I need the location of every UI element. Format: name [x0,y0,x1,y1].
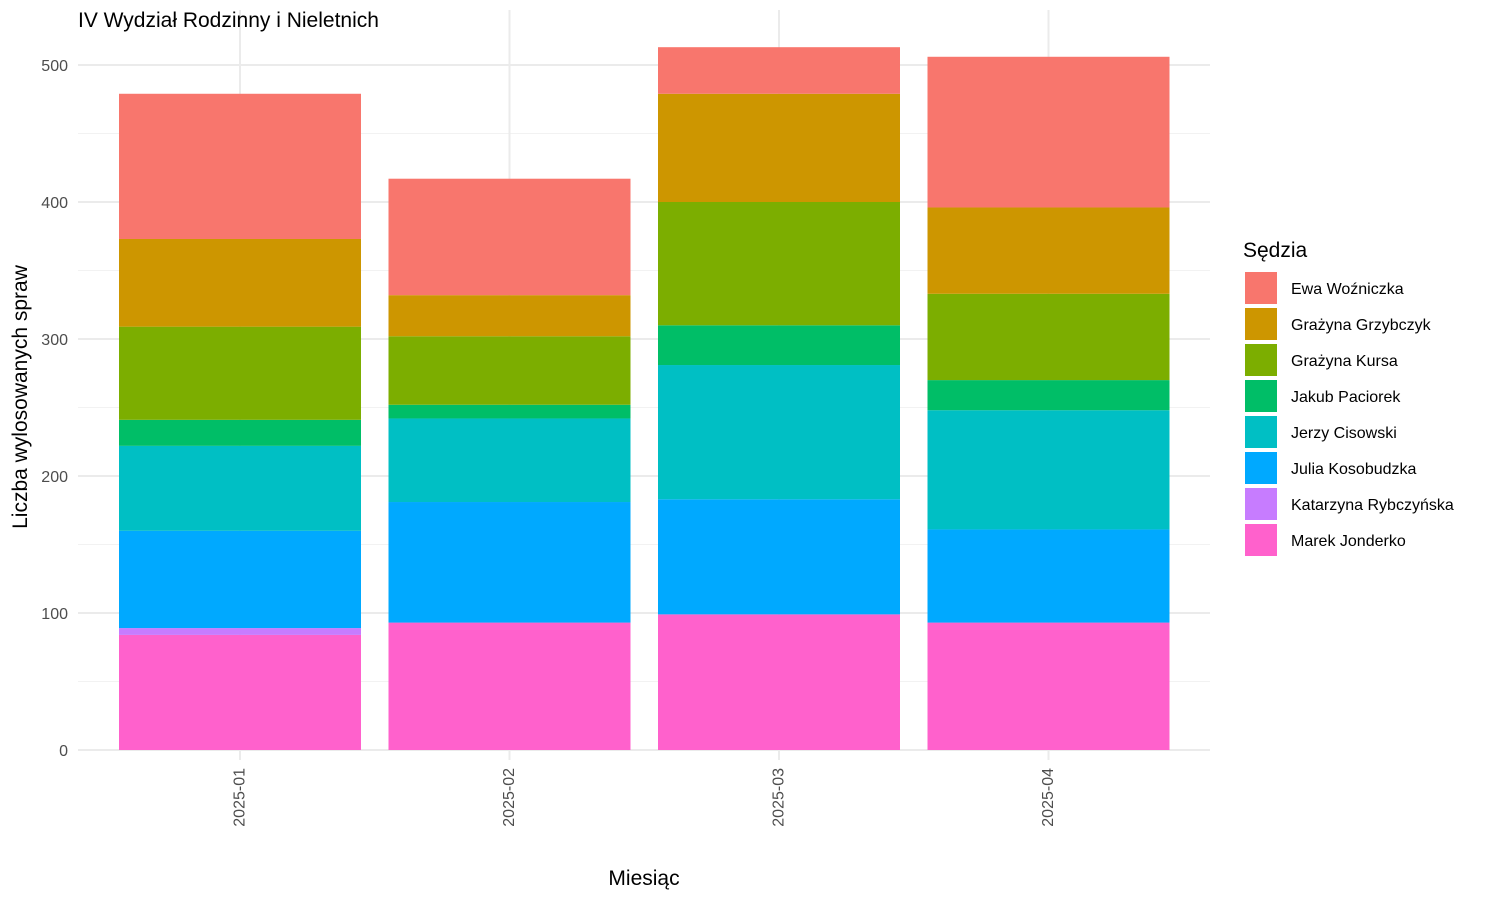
bar-segment [658,93,900,202]
bar-segment [658,614,900,750]
legend-swatch [1243,486,1279,522]
bar-segment [119,326,361,420]
bar-segment [388,622,631,750]
x-tick-label: 2025-02 [501,768,518,827]
bar-segment [927,380,1170,411]
legend-label: Grażyna Kursa [1291,353,1398,370]
legend-swatch [1243,522,1279,558]
legend-label: Katarzyna Rybczyńska [1291,497,1454,514]
bar-segment [119,530,361,629]
bar-segment [658,365,900,500]
y-tick-label: 500 [41,58,68,75]
bar-segment [927,56,1170,208]
legend-label: Julia Kosobudzka [1291,461,1417,478]
bar-segment [388,336,631,405]
bar-segment [658,47,900,94]
legend-swatch [1243,306,1279,342]
y-tick-label: 200 [41,469,68,486]
bar-segment [927,293,1170,381]
x-axis-ticks: 2025-01 2025-02 2025-03 2025-04 [232,768,1058,827]
bar-segment [927,207,1170,294]
bar-segment [658,325,900,366]
bar-segment [388,502,631,623]
bar-segment [927,410,1170,530]
legend-swatch [1243,414,1279,450]
x-tick-label: 2025-03 [771,768,788,827]
y-tick-label: 300 [41,332,68,349]
bar-segment [119,445,361,531]
legend-label: Ewa Woźniczka [1291,281,1404,298]
legend: Sędzia Ewa Woźniczka Grażyna Grzybczyk Gra… [1243,239,1454,558]
x-tick-label: 2025-01 [232,768,249,827]
y-tick-label: 0 [59,743,68,760]
x-axis-title: Miesiąc [608,867,679,890]
legend-label: Jerzy Cisowski [1291,425,1397,442]
bar-segment [119,419,361,446]
legend-swatch [1243,270,1279,306]
legend-swatch [1243,342,1279,378]
bar-segment [119,634,361,750]
legend-label: Grażyna Grzybczyk [1291,317,1432,334]
legend-swatch [1243,378,1279,414]
legend-label: Marek Jonderko [1291,533,1406,550]
bar-segment [388,418,631,503]
bar-segment [658,499,900,615]
bar-segment [119,628,361,635]
y-axis-title: Liczba wylosowanych spraw [9,264,32,529]
legend-items: Ewa Woźniczka Grażyna Grzybczyk Grażyna Ku… [1243,270,1454,558]
legend-label: Jakub Paciorek [1291,389,1401,406]
y-tick-label: 100 [41,606,68,623]
bar-segment [119,93,361,239]
bar-segment [119,238,361,327]
legend-swatch [1243,450,1279,486]
bar-segment [658,202,900,326]
bar-segment [388,295,631,337]
y-axis-ticks: 0 100 200 300 400 500 [41,58,68,760]
bar-segment [927,529,1170,623]
y-tick-label: 400 [41,195,68,212]
bar-segment [388,178,631,296]
bars [119,47,1170,750]
x-tick-label: 2025-04 [1040,768,1057,827]
chart-title: IV Wydział Rodzinny i Nieletnich [78,9,379,32]
bar-segment [388,404,631,419]
bar-segment [927,622,1170,750]
legend-title: Sędzia [1243,239,1308,262]
